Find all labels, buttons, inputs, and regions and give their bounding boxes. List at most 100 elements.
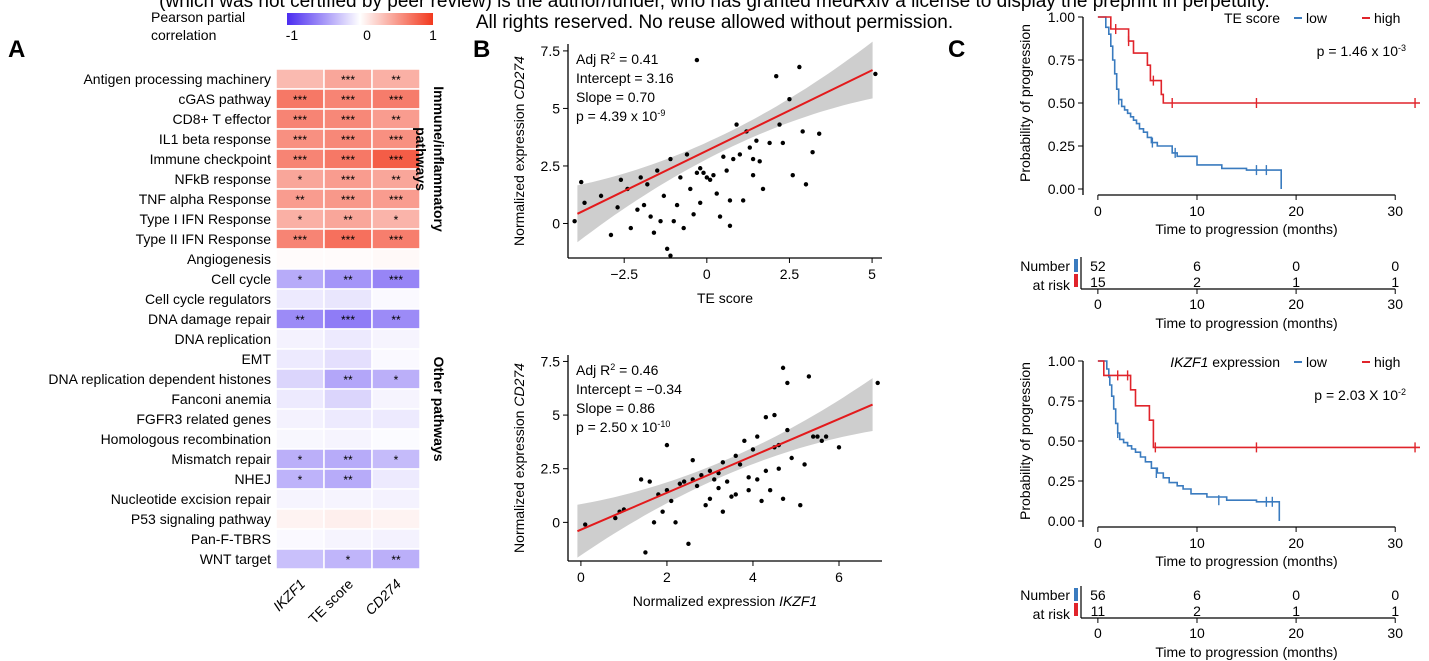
y-axis-label-gene: CD274 <box>511 363 527 407</box>
y-tick-label: 1.00 <box>1048 9 1075 25</box>
heatmap-cell <box>323 528 373 550</box>
y-axis-label-prefix: Normalized expression <box>511 407 527 553</box>
heatmap-significance-stars: *** <box>341 113 355 127</box>
heatmap-row-label: DNA damage repair <box>148 311 271 327</box>
heatmap-cell <box>275 328 325 350</box>
km-p-value: p = 2.03 X 10-2 <box>1314 387 1406 403</box>
heatmap-cell <box>323 348 373 370</box>
scatter-point <box>798 503 803 508</box>
risk-table-x-tick-label: 0 <box>1094 296 1102 312</box>
scatter-point <box>777 122 782 127</box>
heatmap-cell <box>323 408 373 430</box>
heatmap-cell <box>275 408 325 430</box>
km-curve-high <box>1097 360 1420 449</box>
scatter-point <box>643 550 648 555</box>
scatter-point <box>785 427 790 433</box>
scatter-point <box>684 152 690 157</box>
scatter-point <box>746 475 751 480</box>
x-tick-label: 0 <box>1094 535 1102 551</box>
x-tick-label: 30 <box>1387 203 1403 219</box>
risk-count-high: 2 <box>1193 274 1201 290</box>
scatter-point <box>668 156 673 162</box>
risk-count-high: 1 <box>1391 603 1399 619</box>
heatmap-cell <box>371 288 421 310</box>
heatmap-cell <box>371 488 421 510</box>
heatmap-cell <box>323 508 373 530</box>
y-tick-label: 7.5 <box>541 43 561 59</box>
scatter-point <box>803 182 809 187</box>
scatter-point <box>608 232 614 238</box>
scatter-point <box>664 442 670 448</box>
heatmap-row-label: Type II IFN Response <box>136 231 272 247</box>
scatter-point <box>648 214 653 219</box>
scatter-point <box>671 218 676 224</box>
scatter-point <box>875 380 880 386</box>
heatmap-column-label: IKZF1 <box>270 576 308 614</box>
heatmap-cell <box>371 508 421 530</box>
stats-adj-r2: Adj R2 = 0.41 <box>576 51 659 67</box>
heatmap-cell <box>371 248 421 270</box>
heatmap-significance-stars: *** <box>293 113 307 127</box>
heatmap-cell <box>371 428 421 450</box>
stats-p-value: p = 2.50 x 10-10 <box>576 419 670 435</box>
scatter-point <box>797 64 802 70</box>
heatmap-significance-stars: *** <box>341 173 355 187</box>
heatmap-significance-stars: *** <box>341 233 355 247</box>
license-banner-line1: (which was not certified by peer review)… <box>159 0 1270 12</box>
scatter-point <box>686 541 691 547</box>
heatmap-significance-stars: *** <box>341 153 355 167</box>
heatmap-cell <box>275 348 325 370</box>
scatter-point <box>707 496 713 501</box>
scatter-point <box>750 447 756 452</box>
heatmap-cell <box>323 488 373 510</box>
y-tick-label: 0.25 <box>1048 473 1075 489</box>
scatter-point <box>712 477 717 482</box>
scatter-point <box>651 230 657 235</box>
risk-count-low: 0 <box>1391 587 1399 603</box>
heatmap-significance-stars: *** <box>341 133 355 147</box>
heatmap-row-label: TNF alpha Response <box>139 191 272 207</box>
heatmap-row-label: DNA replication dependent histones <box>48 371 271 387</box>
stats-p-label: p = 2.50 x 10 <box>576 419 658 435</box>
scatter-point <box>817 131 822 136</box>
x-axis-label-prefix: Normalized expression <box>633 593 779 609</box>
scatter-point <box>740 198 746 203</box>
km-legend-high-label: high <box>1374 354 1400 370</box>
heatmap-row-label: Angiogenesis <box>187 251 271 267</box>
scatter-point <box>701 170 706 176</box>
km-legend-low-label: low <box>1306 354 1328 370</box>
heatmap-cell <box>371 528 421 550</box>
heatmap-row-label: Nucleotide excision repair <box>111 491 272 507</box>
risk-table-title-line2: at risk <box>1033 606 1071 622</box>
scatter-point <box>800 129 805 134</box>
km-curve-high <box>1097 16 1420 104</box>
heatmap-significance-stars: ** <box>343 273 353 287</box>
panel-b-label: B <box>473 36 490 63</box>
heatmap-row-label: Immune checkpoint <box>150 151 272 167</box>
heatmap-significance-stars: ** <box>391 113 401 127</box>
heatmap-row-label: WNT target <box>200 551 271 567</box>
scatter-point <box>711 172 716 178</box>
stats-adj-r2: Adj R2 = 0.46 <box>576 362 659 378</box>
risk-table-x-tick-label: 30 <box>1387 296 1403 312</box>
scatter-point <box>836 445 842 450</box>
heatmap-cell <box>275 528 325 550</box>
km-legend-title-main: IKZF1 <box>1170 354 1208 370</box>
scatter-point <box>618 177 624 182</box>
scatter-point <box>647 479 652 484</box>
scatter-point <box>802 462 807 467</box>
scatter-point <box>774 74 779 79</box>
scatter-point <box>760 186 766 192</box>
x-tick-label: 30 <box>1387 535 1403 551</box>
scatter-point <box>780 496 786 501</box>
regression-line <box>576 69 874 215</box>
risk-count-high: 15 <box>1090 274 1106 290</box>
stats-intercept: Intercept = 3.16 <box>576 70 674 86</box>
y-axis-label: Probability of progression <box>1017 362 1033 520</box>
scatter-point <box>763 415 769 420</box>
heatmap-row-labels: Antigen processing machinery cGAS pathway… <box>48 71 271 567</box>
risk-count-low: 6 <box>1193 587 1201 603</box>
heatmap-significance-stars: *** <box>341 93 355 107</box>
